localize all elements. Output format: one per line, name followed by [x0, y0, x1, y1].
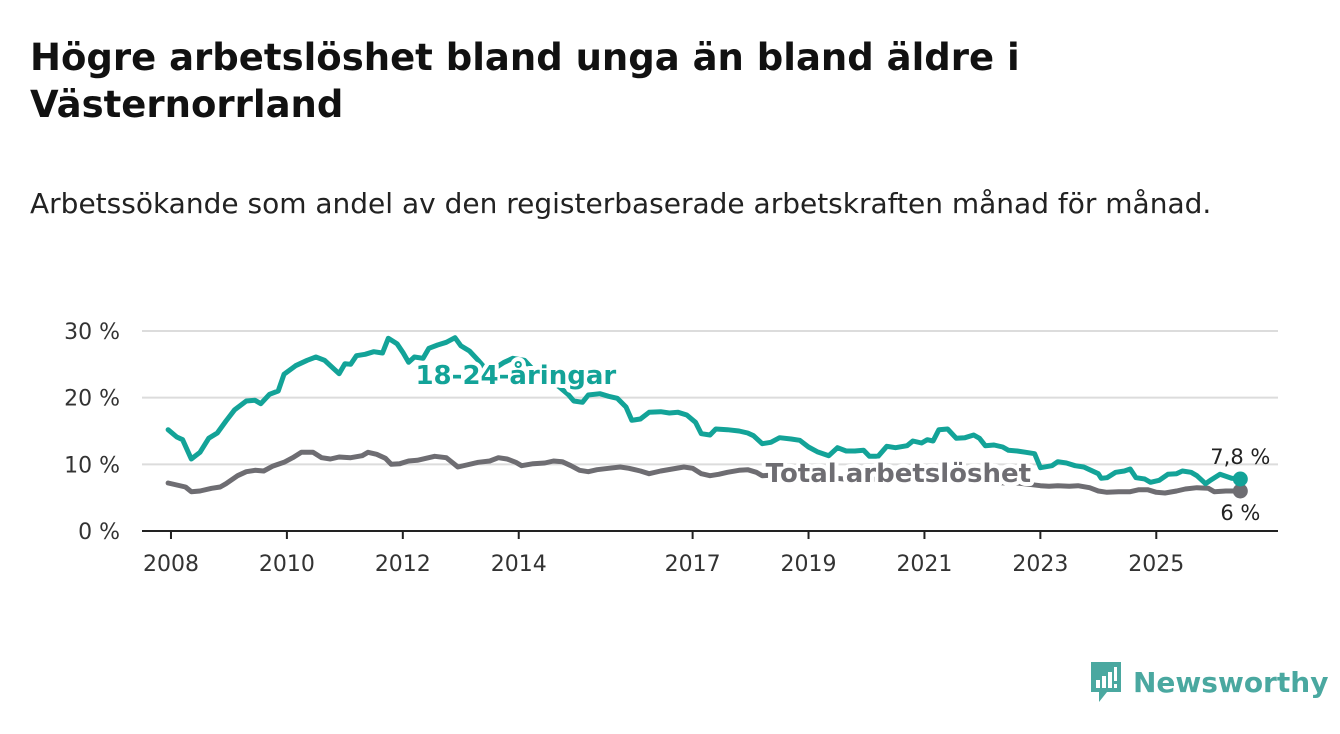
x-tick-label: 2023 — [1012, 552, 1068, 577]
gridlines — [142, 330, 1278, 466]
y-axis-tick-labels: 0 % 10 % 20 % 30 % — [64, 320, 120, 545]
chart-subtitle: Arbetssökande som andel av den registerb… — [30, 187, 1212, 220]
y-tick-label: 30 % — [64, 320, 120, 345]
series-lines — [165, 335, 1248, 499]
x-axis: 2008 2010 2012 2014 2017 2019 2021 2023 2025 — [142, 530, 1278, 577]
end-value-total: 6 % — [1220, 501, 1260, 525]
y-tick-label: 10 % — [64, 453, 120, 478]
end-value-youth: 7,8 % — [1210, 445, 1270, 469]
chart-title: Högre arbetslöshet bland unga än bland ä… — [30, 36, 1020, 126]
x-tick-label: 2025 — [1128, 552, 1184, 577]
x-tick-label: 2012 — [375, 552, 431, 577]
x-tick-label: 2008 — [143, 552, 199, 577]
x-tick-label: 2014 — [491, 552, 547, 577]
x-tick-label: 2010 — [259, 552, 315, 577]
x-tick-label: 2019 — [781, 552, 837, 577]
series-line-youth — [165, 335, 1243, 487]
series-line-total — [165, 449, 1243, 496]
x-tick-label: 2021 — [896, 552, 952, 577]
series-label-total: Total arbetslöshet — [766, 459, 1031, 489]
series-endpoint-total — [1232, 483, 1248, 499]
y-tick-label: 0 % — [78, 520, 120, 545]
series-label-youth: 18-24-åringar — [415, 359, 616, 391]
x-tick-label: 2017 — [665, 552, 721, 577]
newsworthy-logo: Newsworthy — [1089, 660, 1328, 704]
newsworthy-logo-icon — [1091, 662, 1121, 702]
series-endpoint-youth — [1232, 471, 1248, 487]
y-tick-label: 20 % — [64, 387, 120, 412]
series-labels: 18-24-åringar Total arbetslöshet 7,8 % 6 % — [411, 355, 1270, 525]
brand-name: Newsworthy — [1133, 665, 1329, 699]
